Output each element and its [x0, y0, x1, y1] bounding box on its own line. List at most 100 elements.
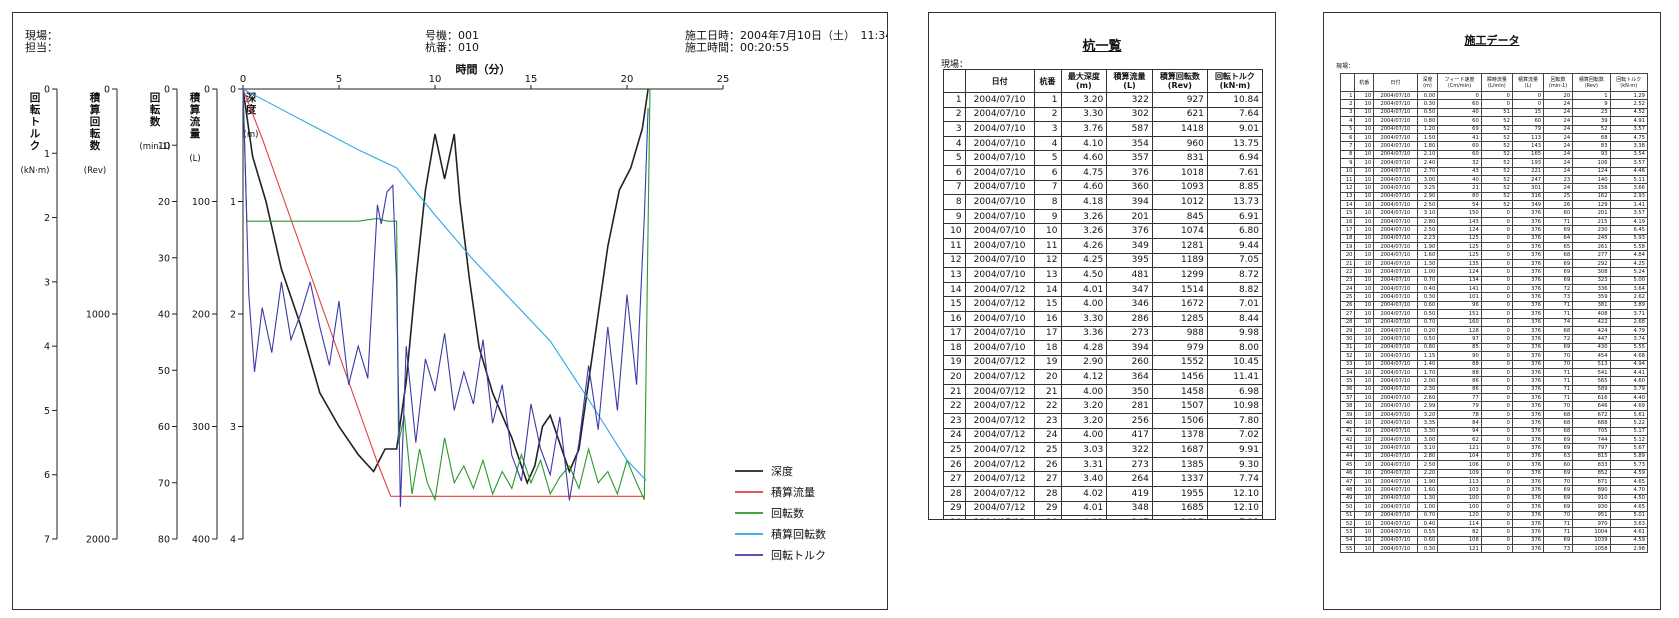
- work-data-cell: 3.71: [1609, 309, 1649, 319]
- pile-list-cell: 13: [943, 267, 966, 283]
- work-data-cell: 10: [1354, 183, 1375, 193]
- work-data-cell: 27: [1339, 309, 1356, 319]
- work-data-cell: 589: [1572, 384, 1611, 395]
- pile-list-cell: 394: [1106, 194, 1153, 210]
- work-data-cell: 3.54: [1609, 149, 1649, 160]
- pile-list-cell: 26: [1033, 456, 1062, 473]
- work-data-cell: 5.22: [1609, 418, 1649, 428]
- pile-list-cell: 2004/07/10: [964, 92, 1035, 108]
- work-data-cell: 143: [1511, 141, 1545, 151]
- work-data-cell: 245: [1572, 233, 1611, 244]
- work-data-cell: 0: [1480, 325, 1513, 336]
- work-data-cell: 10: [1354, 275, 1375, 286]
- work-data-cell: 376: [1511, 309, 1545, 319]
- work-data-cell: 101: [1437, 292, 1482, 302]
- pile-list-cell: 7: [943, 179, 966, 196]
- work-data-table: 杭番 日付 深度 (m) フィード速度 (Cm/min) 瞬時流量 (L/min) 積算流量 (L…: [1339, 73, 1649, 554]
- work-data-cell: 10: [1354, 317, 1375, 327]
- work-data-cell: 0.60: [1416, 535, 1439, 546]
- work-data-cell: 2004/07/10: [1373, 393, 1418, 403]
- pile-list-cell: 4: [943, 135, 966, 152]
- work-data-row: 15 10 2004/07/10 3.10 150 0 376 60 201 3.57: [1339, 208, 1649, 218]
- work-data-cell: 0: [1480, 485, 1513, 495]
- work-data-cell: 336: [1572, 283, 1611, 294]
- work-data-cell: 376: [1511, 325, 1545, 336]
- work-data-cell: 376: [1511, 544, 1545, 554]
- work-data-cell: 24: [1339, 283, 1356, 294]
- work-data-row: 51 10 2004/07/10 0.70 120 0 376 70 951 5.01: [1339, 510, 1649, 520]
- pile-list-column-header: 最大深度 (m): [1060, 69, 1108, 93]
- pile-list-cell: 6: [943, 164, 966, 181]
- work-data-cell: 2.30: [1416, 384, 1439, 395]
- pile-list-cell: 13: [1033, 267, 1062, 283]
- work-data-column-header: 回転トルク (kN·m): [1609, 73, 1649, 92]
- work-data-cell: 688: [1572, 418, 1611, 428]
- work-data-cell: 10: [1354, 393, 1375, 403]
- pile-list-cell: 3.30: [1060, 310, 1108, 327]
- work-data-cell: 10: [1354, 99, 1375, 109]
- pile-list-cell: 17: [943, 325, 966, 342]
- pile-list-cell: 1456: [1151, 369, 1208, 385]
- pile-list-cell: 587: [1106, 121, 1153, 137]
- work-data-cell: 52: [1480, 132, 1513, 143]
- work-data-cell: 10: [1354, 544, 1375, 554]
- work-data-cell: 0: [1480, 535, 1513, 546]
- pile-list-cell: 417: [1106, 427, 1153, 444]
- pile-list-cell: 4.03: [1060, 515, 1108, 519]
- work-data-cell: 1.30: [1416, 493, 1439, 504]
- work-data-panel: 施工データ 現場： 杭番 日付 深度 (m) フィード速度 (Cm/min) 瞬時流量 (L/…: [1323, 12, 1661, 610]
- work-data-cell: 4.69: [1609, 401, 1649, 411]
- work-data-cell: 156: [1572, 183, 1611, 193]
- work-data-cell: 376: [1511, 258, 1545, 269]
- pile-list-row: 19 2004/07/12 19 2.90 260 1552 10.45: [943, 354, 1264, 371]
- work-data-cell: 672: [1572, 409, 1611, 420]
- cum_flow-axis-unit: (L): [189, 154, 200, 164]
- work-data-cell: 77: [1437, 393, 1482, 403]
- work-data-cell: 2004/07/10: [1373, 233, 1418, 244]
- depth-axis-title-char: 深: [246, 91, 257, 104]
- work-data-row: 16 10 2004/07/10 2.80 143 0 376 71 215 4.19: [1339, 216, 1649, 227]
- work-data-cell: 0: [1480, 544, 1513, 554]
- pile-list-cell: 15: [943, 296, 966, 312]
- pile-list-site-label: 現場：: [941, 60, 969, 70]
- work-data-cell: 49: [1339, 493, 1356, 504]
- pile-list-cell: 281: [1106, 398, 1153, 415]
- pile-list-cell: 11.41: [1206, 369, 1264, 385]
- pile-list-column-header: 積算流量 (L): [1106, 69, 1153, 93]
- pile-list-cell: 12: [1033, 252, 1062, 269]
- pile-list-cell: 3.31: [1060, 456, 1108, 473]
- work-data-cell: 513: [1572, 359, 1611, 369]
- pile-list-cell: 979: [1151, 340, 1208, 356]
- work-data-cell: 69: [1543, 535, 1574, 546]
- depth-tick-label: 4: [230, 535, 236, 546]
- work-data-cell: 0: [1480, 99, 1513, 109]
- pile-list-row: 20 2004/07/12 20 4.12 364 1456 11.41: [943, 369, 1264, 385]
- work-data-column-header: 日付: [1373, 73, 1418, 92]
- pile-list-cell: 286: [1106, 310, 1153, 327]
- pile-list-cell: 1074: [1151, 223, 1208, 239]
- pile-list-cell: 23: [1033, 413, 1062, 429]
- work-data-cell: 833: [1572, 460, 1611, 470]
- pile-list-cell: 2004/07/10: [964, 106, 1035, 123]
- work-data-cell: 71: [1543, 216, 1574, 227]
- pile-list-cell: 25: [943, 442, 966, 458]
- work-data-cell: 3.89: [1609, 300, 1649, 311]
- work-data-cell: 454: [1572, 351, 1611, 361]
- pile-list-cell: 376: [1106, 164, 1153, 181]
- work-data-cell: 2004/07/10: [1373, 359, 1418, 369]
- work-data-cell: 85: [1437, 342, 1482, 353]
- work-data-cell: 12: [1339, 183, 1356, 193]
- work-data-cell: 42: [1339, 434, 1356, 445]
- pile-list-cell: 9.44: [1206, 237, 1264, 254]
- work-data-cell: 3.10: [1416, 208, 1439, 218]
- pile-list-cell: 21: [943, 383, 966, 400]
- work-data-cell: 0: [1480, 309, 1513, 319]
- work-data-cell: 60: [1543, 208, 1574, 218]
- work-data-cell: 2.93: [1609, 191, 1649, 202]
- work-data-cell: 0: [1480, 250, 1513, 260]
- work-data-cell: 10: [1354, 401, 1375, 411]
- work-data-cell: 0: [1480, 510, 1513, 520]
- work-data-cell: 10: [1354, 443, 1375, 453]
- torque-tick-label: 2: [44, 213, 50, 224]
- pile-list-cell: 1093: [1151, 179, 1208, 196]
